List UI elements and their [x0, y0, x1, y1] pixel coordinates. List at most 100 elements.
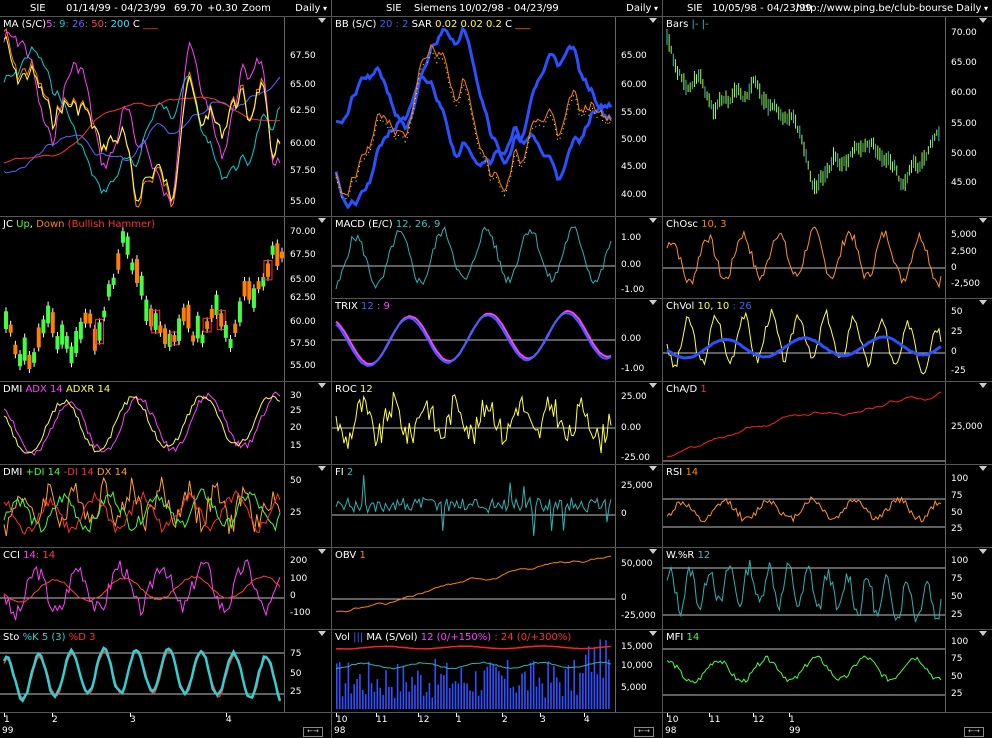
pane-label-wr[interactable]: W.%R 12: [666, 550, 710, 561]
pane-menu-icon[interactable]: [318, 218, 326, 223]
pane-menu-icon[interactable]: [318, 18, 326, 23]
pane-label-jc[interactable]: JC Up, Down (Bullish Hammer): [3, 219, 155, 230]
x-tick-label: 2: [52, 715, 58, 725]
volume-bar: [419, 674, 422, 709]
period-dropdown[interactable]: Daily: [956, 3, 988, 14]
pane-menu-icon[interactable]: [318, 631, 326, 636]
y-tick-label: 60.00: [290, 317, 316, 327]
pane-label-macd[interactable]: MACD (E/C) 12, 26, 9: [335, 219, 440, 230]
pane-menu-icon[interactable]: [979, 218, 987, 223]
indicator-pane-bars[interactable]: Bars |- |-: [663, 17, 992, 217]
pane-menu-icon[interactable]: [979, 300, 987, 305]
indicator-pane-jc[interactable]: JC Up, Down (Bullish Hammer): [0, 217, 331, 382]
pane-label-dmi2[interactable]: DMI +DI 14 -DI 14 DX 14: [3, 467, 127, 478]
indicator-pane-macd[interactable]: MACD (E/C) 12, 26, 9: [332, 217, 662, 299]
scroll-arrows-icon[interactable]: ←→: [303, 727, 323, 737]
pane-label-chvol[interactable]: ChVol 10, 10 : 26: [666, 301, 752, 312]
chart-column-1: SIE 01/14/99 - 04/23/99 69.70 +0.30 Zoom…: [0, 0, 331, 738]
pane-label-part: ChOsc: [666, 219, 702, 230]
candle-body: [13, 344, 18, 355]
pane-label-cci[interactable]: CCI 14: 14: [3, 550, 55, 561]
pane-menu-icon[interactable]: [318, 549, 326, 554]
pane-label-obv[interactable]: OBV 1: [335, 550, 366, 561]
indicator-pane-trix[interactable]: TRIX 12 : 9: [332, 299, 662, 382]
pane-label-part: ChVol: [666, 301, 698, 312]
x-tick-label: 4: [226, 715, 232, 725]
pane-label-ma[interactable]: MA (S/C)5: 9: 26: 50: 200 C ___: [3, 19, 158, 30]
pane-label-chad[interactable]: ChA/D 1: [666, 384, 707, 395]
indicator-pane-roc[interactable]: ROC 12: [332, 382, 662, 465]
period-dropdown[interactable]: Daily: [295, 3, 327, 14]
scroll-arrows-icon[interactable]: ←→: [634, 727, 654, 737]
indicator-pane-dmi1[interactable]: DMI ADX 14 ADXR 14: [0, 382, 331, 465]
x-tick-mark: [336, 713, 337, 717]
volume-bar: [590, 671, 593, 709]
indicator-pane-vol[interactable]: Vol ||| MA (S/Vol) 12 (0/+150%) : 24 (0/…: [332, 630, 662, 713]
indicator-pane-chosc[interactable]: ChOsc 10, 3: [663, 217, 992, 299]
pane-menu-icon[interactable]: [649, 466, 657, 471]
indicator-pane-chvol[interactable]: ChVol 10, 10 : 26: [663, 299, 992, 382]
volume-bar: [425, 692, 428, 709]
pane-label-sto[interactable]: Sto %K 5 (3) %D 3: [3, 632, 95, 643]
pane-label-part: ChA/D: [666, 384, 701, 395]
chaikin-vol-line: [666, 308, 942, 375]
indicator-pane-chad[interactable]: ChA/D 1: [663, 382, 992, 465]
candle-body: [32, 352, 37, 363]
pane-plot-jc: [4, 227, 284, 374]
indicator-pane-bb[interactable]: BB (S/C) 20 : 2 SAR 0.02 0.02 0.2 C ___: [332, 17, 662, 217]
candle-body: [69, 346, 74, 364]
y-tick-label: 65.00: [290, 80, 316, 90]
pane-label-part: MA (S/C): [3, 19, 47, 30]
pane-menu-icon[interactable]: [649, 18, 657, 23]
x-tick-label: 4: [584, 715, 590, 725]
pane-label-vol[interactable]: Vol ||| MA (S/Vol) 12 (0/+150%) : 24 (0/…: [335, 632, 571, 643]
indicator-pane-ma[interactable]: MA (S/C)5: 9: 26: 50: 200 C ___: [0, 17, 331, 217]
y-tick-label: 5,000: [621, 683, 647, 693]
pane-menu-icon[interactable]: [979, 18, 987, 23]
volume-bar: [521, 673, 523, 709]
indicator-pane-sto[interactable]: Sto %K 5 (3) %D 3: [0, 630, 331, 713]
pane-label-part: : 2: [392, 19, 409, 30]
indicator-pane-dmi2[interactable]: DMI +DI 14 -DI 14 DX 14: [0, 465, 331, 548]
pane-label-chosc[interactable]: ChOsc 10, 3: [666, 219, 727, 230]
pane-menu-icon[interactable]: [649, 218, 657, 223]
indicator-pane-cci[interactable]: CCI 14: 14: [0, 548, 331, 630]
indicator-pane-obv[interactable]: OBV 1: [332, 548, 662, 630]
williams-r-line: [666, 559, 942, 623]
pane-menu-icon[interactable]: [979, 466, 987, 471]
pane-label-roc[interactable]: ROC 12: [335, 384, 373, 395]
volume-bar: [448, 688, 451, 709]
indicator-pane-rsi[interactable]: RSI 14: [663, 465, 992, 548]
pane-label-bars[interactable]: Bars |- |-: [666, 19, 709, 30]
pane-menu-icon[interactable]: [979, 549, 987, 554]
pane-label-rsi[interactable]: RSI 14: [666, 467, 698, 478]
pane-menu-icon[interactable]: [649, 300, 657, 305]
indicator-pane-fi[interactable]: FI 2: [332, 465, 662, 548]
indicator-pane-mfi[interactable]: MFI 14: [663, 630, 992, 713]
pane-menu-icon[interactable]: [649, 549, 657, 554]
pane-menu-icon[interactable]: [318, 383, 326, 388]
pane-menu-icon[interactable]: [979, 383, 987, 388]
candle-body: [64, 336, 69, 349]
pane-menu-icon[interactable]: [979, 631, 987, 636]
candle-body: [18, 354, 23, 367]
pane-menu-icon[interactable]: [649, 383, 657, 388]
pane-label-fi[interactable]: FI 2: [335, 467, 353, 478]
pane-label-mfi[interactable]: MFI 14: [666, 632, 699, 643]
zoom-button[interactable]: Zoom: [242, 3, 271, 14]
pane-label-dmi1[interactable]: DMI ADX 14 ADXR 14: [3, 384, 110, 395]
y-tick-label: 70.00: [951, 28, 977, 38]
indicator-pane-wr[interactable]: W.%R 12: [663, 548, 992, 630]
pane-label-bb[interactable]: BB (S/C) 20 : 2 SAR 0.02 0.02 0.2 C ___: [335, 19, 530, 30]
volume-bar: [541, 683, 544, 709]
x-axis: 1 2 3 4 99 ←→: [0, 713, 331, 737]
scroll-arrows-icon[interactable]: ←→: [964, 727, 984, 737]
candle-body: [22, 337, 27, 361]
candle-body: [177, 318, 182, 341]
x-tick-mark: [376, 713, 377, 717]
pane-label-trix[interactable]: TRIX 12 : 9: [335, 301, 390, 312]
y-axis-line: [615, 630, 616, 712]
period-dropdown[interactable]: Daily: [626, 3, 658, 14]
pane-menu-icon[interactable]: [649, 631, 657, 636]
pane-menu-icon[interactable]: [318, 466, 326, 471]
